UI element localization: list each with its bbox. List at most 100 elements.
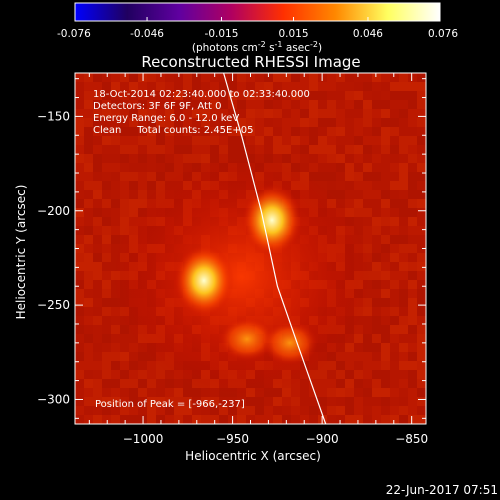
heatmap-cell [345,172,354,181]
heatmap-cell [399,109,408,118]
heatmap-cell [111,397,120,406]
heatmap-cell [408,118,417,127]
heatmap-cell [147,73,156,82]
heatmap-cell [111,415,120,424]
heatmap-cell [165,379,174,388]
heatmap-cell [75,397,84,406]
heatmap-cell [300,388,309,397]
heatmap-cell [111,109,120,118]
heatmap-cell [318,82,327,91]
heatmap-cell [147,172,156,181]
heatmap-cell [84,244,93,253]
heatmap-cell [219,406,228,415]
heatmap-cell [408,325,417,334]
heatmap-cell [174,82,183,91]
heatmap-cell [381,298,390,307]
colorbar-tick-label: -0.015 [205,28,239,40]
heatmap-cell [336,379,345,388]
heatmap-cell [210,406,219,415]
heatmap-cell [156,415,165,424]
heatmap-cell [111,145,120,154]
heatmap-cell [399,136,408,145]
x-tick-label: −900 [306,432,339,446]
heatmap-cell [138,172,147,181]
heatmap-cell [138,91,147,100]
heatmap-cell [255,397,264,406]
heatmap-cell [201,397,210,406]
heatmap-cell [75,100,84,109]
heatmap-cell [363,226,372,235]
heatmap-cell [291,127,300,136]
heatmap-cell [75,388,84,397]
heatmap-cell [201,109,210,118]
heatmap-cell [345,127,354,136]
heatmap-cell [336,370,345,379]
heatmap-cell [201,118,210,127]
heatmap-cell [327,172,336,181]
heatmap-cell [165,109,174,118]
heatmap-cell [336,406,345,415]
heatmap-cell [129,379,138,388]
heatmap-cell [408,199,417,208]
heatmap-cell [138,388,147,397]
heatmap-cell [102,217,111,226]
heatmap-cell [417,190,426,199]
heatmap-cell [345,136,354,145]
heatmap-cell [147,82,156,91]
heatmap-cell [201,127,210,136]
heatmap-cell [156,379,165,388]
heatmap-cell [102,199,111,208]
heatmap-cell [345,100,354,109]
heatmap-cell [372,271,381,280]
heatmap-cell [363,100,372,109]
heatmap-cell [120,406,129,415]
heatmap-cell [372,127,381,136]
heatmap-cell [354,181,363,190]
heatmap-cell [102,82,111,91]
heatmap-cell [237,73,246,82]
heatmap-cell [318,127,327,136]
heatmap-cell [390,226,399,235]
heatmap-cell [192,154,201,163]
detectors: Detectors: 3F 6F 9F, Att 0 [93,101,221,112]
heatmap-cell [75,199,84,208]
heatmap-cell [318,388,327,397]
heatmap-cell [93,73,102,82]
heatmap-cell [354,379,363,388]
diffuse-emission [111,156,372,397]
heatmap-image [75,73,426,424]
heatmap-cell [156,82,165,91]
heatmap-cell [345,388,354,397]
heatmap-cell [246,118,255,127]
heatmap-cell [210,118,219,127]
heatmap-cell [390,109,399,118]
heatmap-cell [417,109,426,118]
heatmap-cell [192,388,201,397]
heatmap-cell [354,82,363,91]
heatmap-cell [417,307,426,316]
heatmap-cell [255,406,264,415]
heatmap-cell [399,388,408,397]
emission-source [173,244,234,317]
heatmap-cell [291,406,300,415]
heatmap-cell [300,136,309,145]
heatmap-cell [237,109,246,118]
heatmap-cell [210,145,219,154]
colorbar-tick-label: 0.076 [428,28,458,40]
heatmap-cell [174,397,183,406]
heatmap-cell [84,253,93,262]
heatmap-cell [111,379,120,388]
heatmap-cell [147,100,156,109]
heatmap-cell [147,406,156,415]
heatmap-cell [93,244,102,253]
heatmap-cell [75,280,84,289]
heatmap-cell [93,100,102,109]
heatmap-cell [273,73,282,82]
heatmap-cell [129,172,138,181]
heatmap-cell [372,109,381,118]
heatmap-cell [390,343,399,352]
heatmap-cell [246,406,255,415]
heatmap-cell [336,136,345,145]
heatmap-cell [372,388,381,397]
heatmap-cell [138,370,147,379]
